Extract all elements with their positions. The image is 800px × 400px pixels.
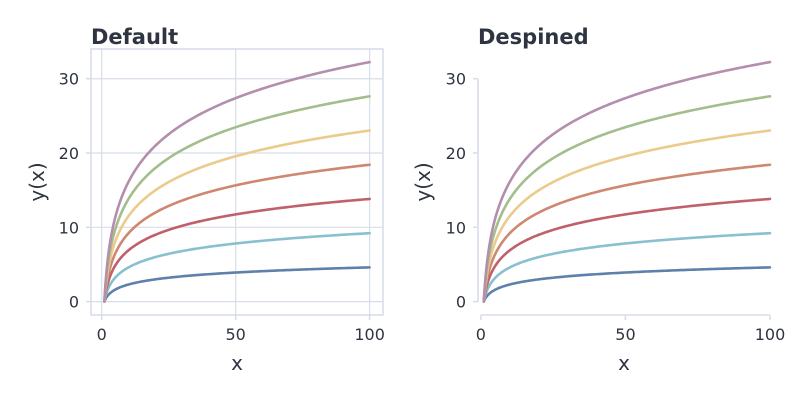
x-axis-label: x bbox=[618, 351, 630, 375]
series-line bbox=[103, 60, 371, 303]
series-line bbox=[482, 197, 772, 303]
chart-default: Default 0 50 100 0 10 20 30 x y(x) bbox=[25, 25, 385, 375]
x-tick-label: 100 bbox=[755, 325, 786, 344]
series-line bbox=[103, 95, 371, 303]
y-axis-label: y(x) bbox=[411, 162, 435, 201]
x-tick-label: 50 bbox=[615, 325, 635, 344]
series-line bbox=[482, 266, 772, 303]
series-line bbox=[482, 129, 772, 303]
series-line bbox=[103, 163, 371, 303]
x-tick-label: 100 bbox=[354, 325, 385, 344]
series-line bbox=[482, 163, 772, 303]
chart-despined: Despined 0 50 100 0 10 20 30 x y(x) bbox=[411, 25, 785, 375]
x-tick-label: 0 bbox=[97, 325, 107, 344]
series-line bbox=[482, 95, 772, 303]
series-line bbox=[103, 197, 371, 303]
y-tick-label: 20 bbox=[446, 144, 466, 163]
y-tick-label: 0 bbox=[456, 293, 466, 312]
x-axis-label: x bbox=[231, 351, 243, 375]
y-axis-label: y(x) bbox=[25, 162, 49, 201]
y-tick-label: 30 bbox=[446, 70, 466, 89]
y-tick-label: 20 bbox=[59, 144, 79, 163]
series-line bbox=[482, 231, 772, 303]
y-tick-label: 10 bbox=[446, 218, 466, 237]
y-tick-label: 30 bbox=[59, 70, 79, 89]
series-line bbox=[103, 266, 371, 303]
series-line bbox=[103, 129, 371, 303]
y-tick-label: 10 bbox=[59, 218, 79, 237]
x-tick-label: 0 bbox=[476, 325, 486, 344]
x-tick-label: 50 bbox=[225, 325, 245, 344]
y-tick-label: 0 bbox=[69, 293, 79, 312]
series-line bbox=[103, 231, 371, 303]
chart-title: Default bbox=[91, 25, 178, 49]
plot-frame bbox=[90, 48, 384, 316]
chart-title: Despined bbox=[478, 25, 589, 49]
series-line bbox=[482, 60, 772, 303]
